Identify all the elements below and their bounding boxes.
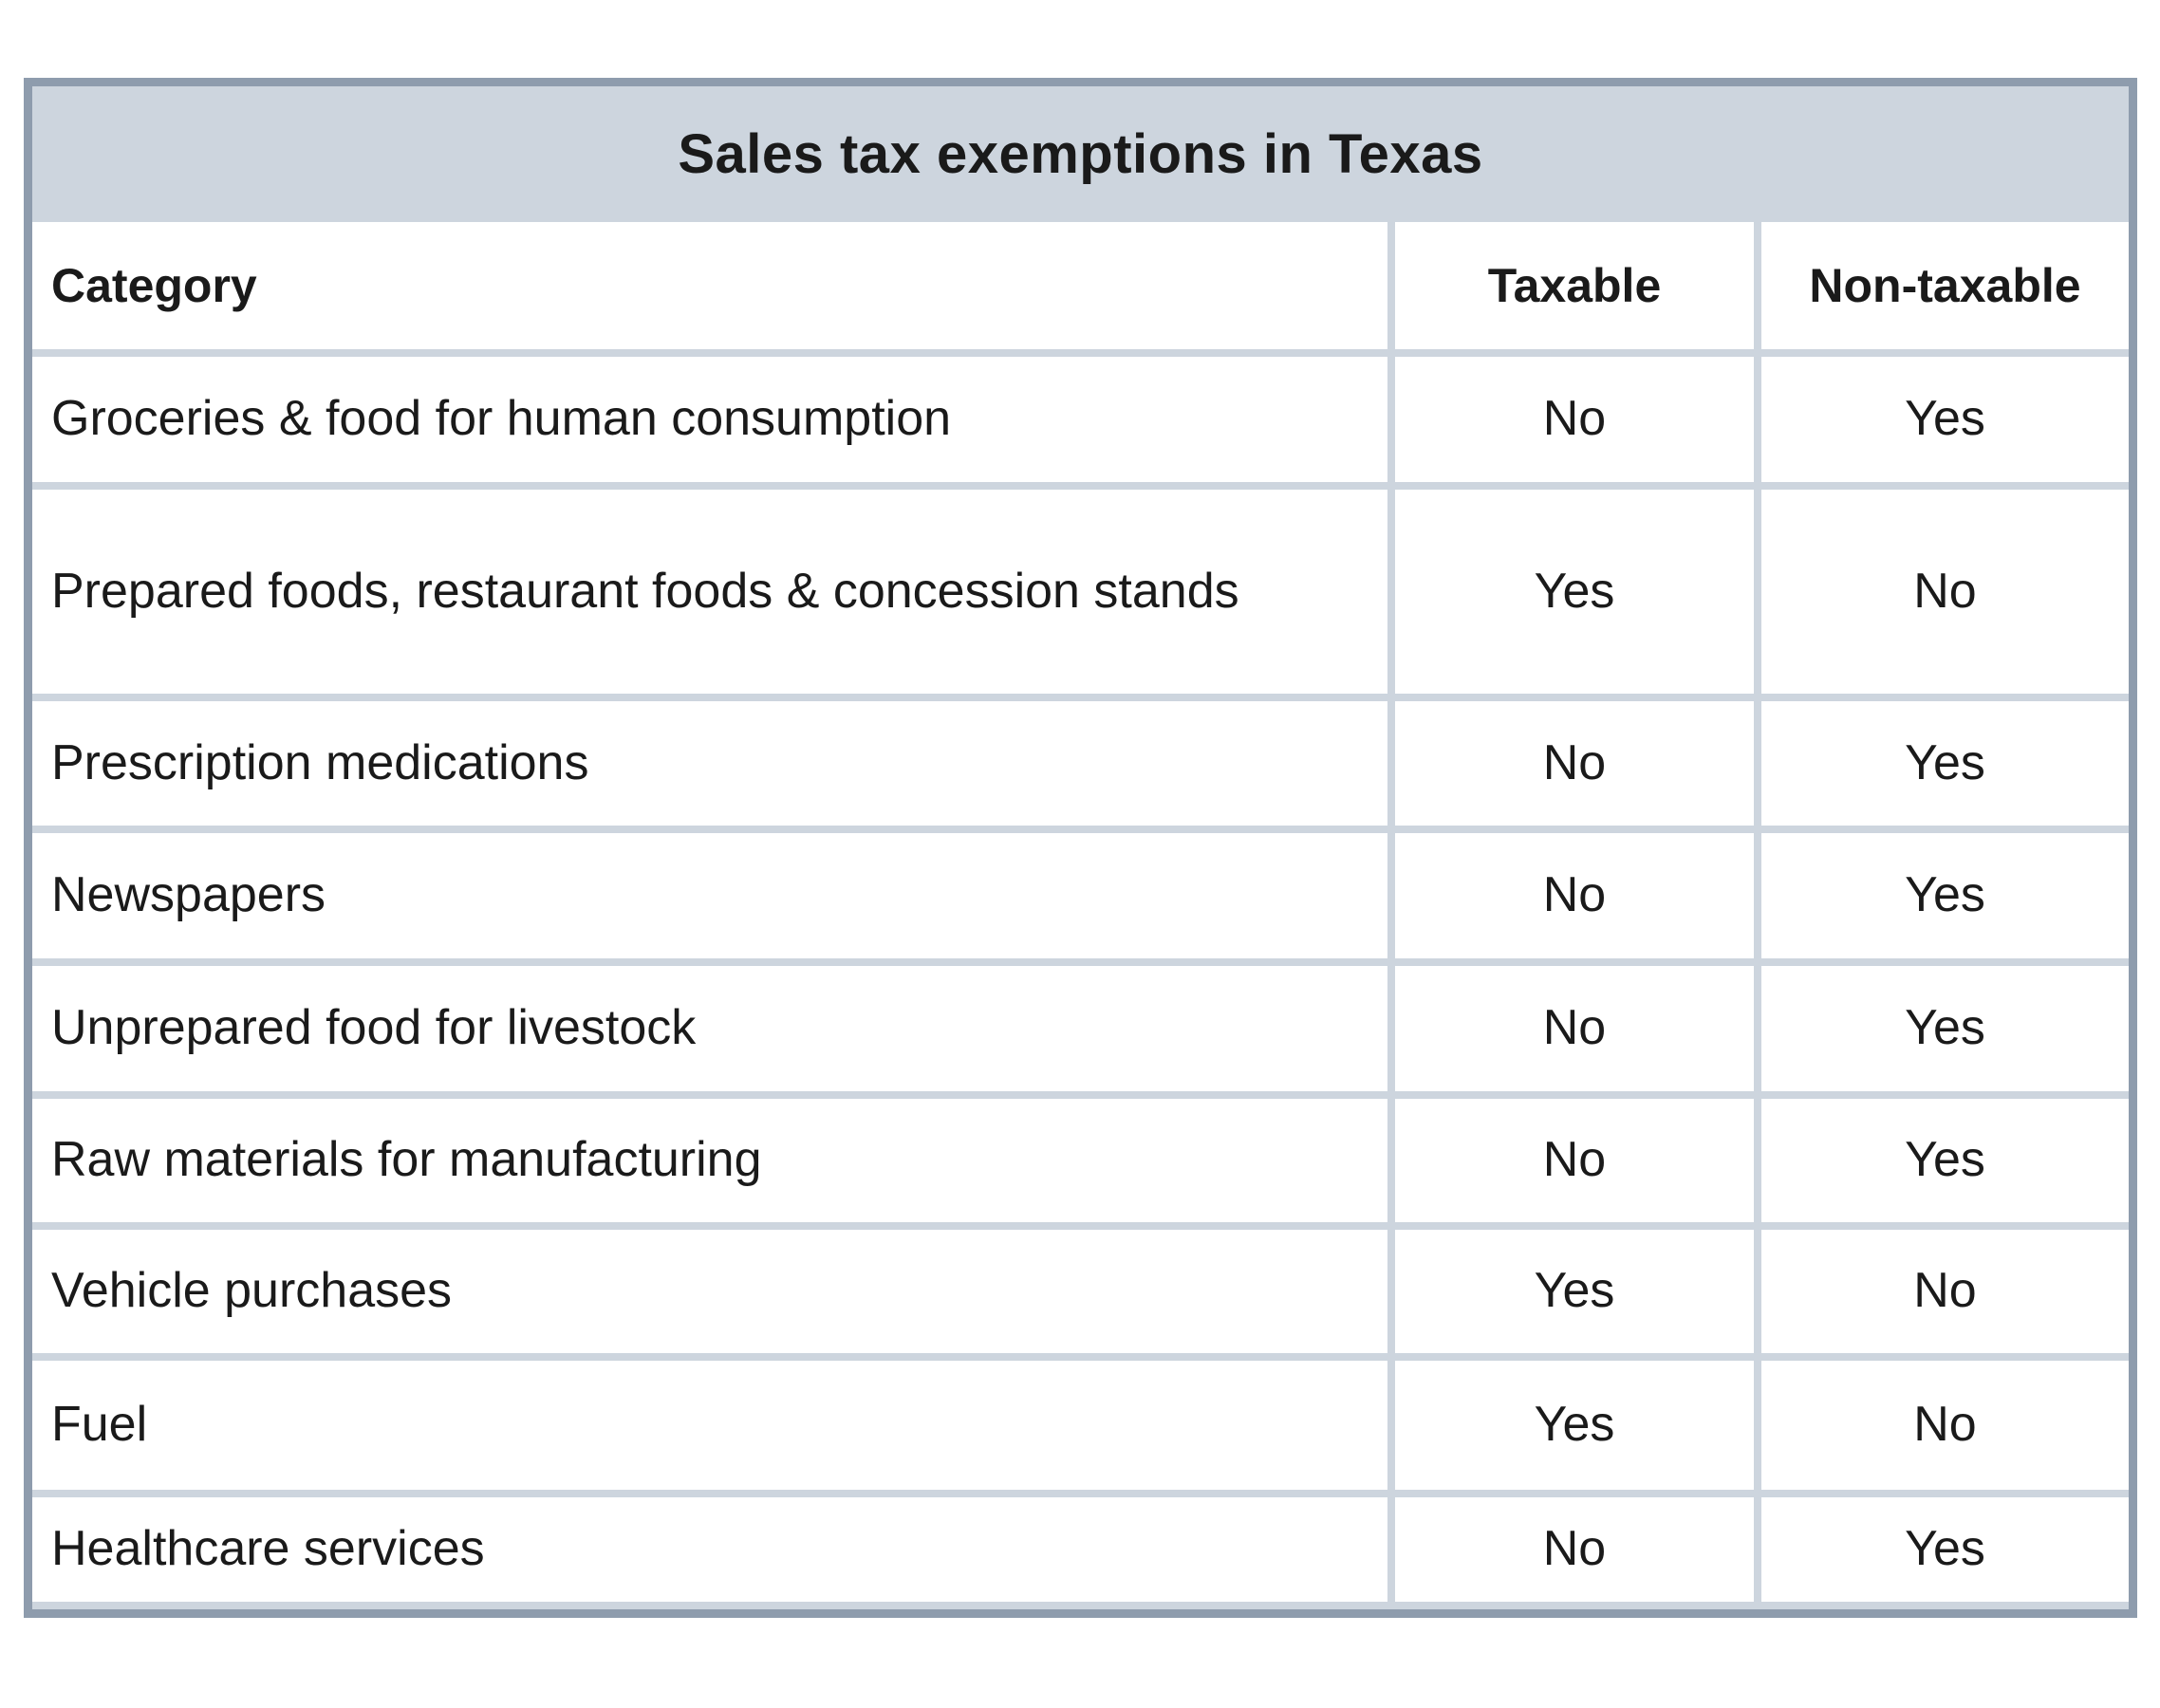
taxable-cell-prescription-medications: No xyxy=(1395,701,1754,826)
non-taxable-cell-groceries: Yes xyxy=(1761,357,2129,482)
non-taxable-cell-fuel: No xyxy=(1761,1361,2129,1490)
non-taxable-cell-livestock-food: Yes xyxy=(1761,966,2129,1091)
category-cell-prepared-foods: Prepared foods, restaurant foods & conce… xyxy=(32,490,1387,694)
table-title: Sales tax exemptions in Texas xyxy=(678,123,1483,185)
taxable-cell-prepared-foods: Yes xyxy=(1395,490,1754,694)
non-taxable-cell-newspapers: Yes xyxy=(1761,833,2129,958)
column-header-non-taxable: Non-taxable xyxy=(1761,222,2129,349)
taxable-cell-livestock-food: No xyxy=(1395,966,1754,1091)
taxable-cell-raw-materials: No xyxy=(1395,1099,1754,1222)
non-taxable-cell-prepared-foods: No xyxy=(1761,490,2129,694)
non-taxable-cell-healthcare-services: Yes xyxy=(1761,1497,2129,1602)
category-cell-livestock-food: Unprepared food for livestock xyxy=(32,966,1387,1091)
category-cell-healthcare-services: Healthcare services xyxy=(32,1497,1387,1602)
table-grid: Category Taxable Non-taxable Groceries &… xyxy=(32,222,2129,1602)
category-cell-vehicle-purchases: Vehicle purchases xyxy=(32,1230,1387,1353)
column-header-taxable: Taxable xyxy=(1395,222,1754,349)
taxable-cell-fuel: Yes xyxy=(1395,1361,1754,1490)
category-cell-fuel: Fuel xyxy=(32,1361,1387,1490)
taxable-cell-healthcare-services: No xyxy=(1395,1497,1754,1602)
non-taxable-cell-vehicle-purchases: No xyxy=(1761,1230,2129,1353)
non-taxable-cell-raw-materials: Yes xyxy=(1761,1099,2129,1222)
category-cell-groceries: Groceries & food for human consumption xyxy=(32,357,1387,482)
column-header-category: Category xyxy=(32,222,1387,349)
category-cell-raw-materials: Raw materials for manufacturing xyxy=(32,1099,1387,1222)
sales-tax-table: Sales tax exemptions in Texas Category T… xyxy=(24,78,2137,1618)
taxable-cell-groceries: No xyxy=(1395,357,1754,482)
category-cell-prescription-medications: Prescription medications xyxy=(32,701,1387,826)
table-title-bar: Sales tax exemptions in Texas xyxy=(32,86,2129,222)
taxable-cell-vehicle-purchases: Yes xyxy=(1395,1230,1754,1353)
category-cell-newspapers: Newspapers xyxy=(32,833,1387,958)
non-taxable-cell-prescription-medications: Yes xyxy=(1761,701,2129,826)
category-text-prepared-foods: Prepared foods, restaurant foods & conce… xyxy=(51,564,1239,620)
taxable-cell-newspapers: No xyxy=(1395,833,1754,958)
